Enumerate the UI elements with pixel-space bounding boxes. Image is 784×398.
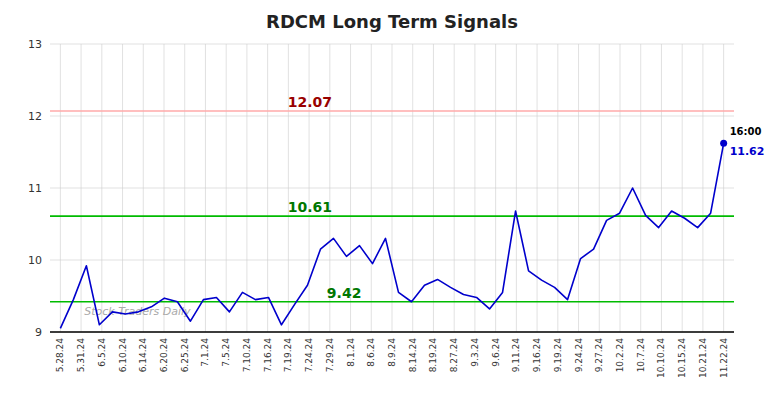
x-grid-line [557, 44, 558, 332]
x-grid-line [184, 44, 185, 332]
x-tick-label: 7.5.24 [221, 338, 231, 367]
x-grid-line [143, 44, 144, 332]
level-label: 9.42 [327, 285, 362, 301]
x-tick-label: 7.29.24 [325, 338, 335, 373]
x-axis-line [50, 331, 734, 333]
x-tick-label: 7.10.24 [242, 338, 252, 373]
x-grid-line [537, 44, 538, 332]
x-tick-label: 10.2.24 [615, 338, 625, 373]
x-tick-label: 10.15.24 [677, 338, 687, 378]
price-line [60, 143, 723, 328]
x-grid-line [60, 44, 61, 332]
x-grid-line [661, 44, 662, 332]
x-tick-label: 8.14.24 [408, 338, 418, 373]
x-grid-line [392, 44, 393, 332]
chart: RDCM Long Term Signals 9 10 11 12 13 5.28.24 5.… [0, 0, 784, 398]
x-grid-line [474, 44, 475, 332]
level-label: 10.61 [288, 199, 332, 215]
y-grid-line [50, 332, 734, 333]
x-grid-line [164, 44, 165, 332]
x-grid-line [81, 44, 82, 332]
level-line [50, 110, 734, 112]
x-tick-label: 9.6.24 [491, 338, 501, 367]
x-grid-line [267, 44, 268, 332]
x-tick-label: 11.22.24 [719, 338, 729, 378]
x-grid-line [288, 44, 289, 332]
x-tick-label: 6.20.24 [159, 338, 169, 373]
x-tick-label: 9.24.24 [574, 338, 584, 373]
x-grid-line [433, 44, 434, 332]
y-tick-label: 12 [28, 110, 42, 123]
level-label: 12.07 [288, 94, 332, 110]
x-tick-label: 7.24.24 [304, 338, 314, 373]
x-tick-label: 5.31.24 [76, 338, 86, 373]
x-grid-line [101, 44, 102, 332]
x-grid-line [702, 44, 703, 332]
x-grid-line [495, 44, 496, 332]
plot-area [50, 111, 734, 328]
x-grid-line [578, 44, 579, 332]
x-grid-line [412, 44, 413, 332]
x-tick-label: 9.16.24 [532, 338, 542, 373]
level-line [50, 215, 734, 217]
x-grid-line [226, 44, 227, 332]
x-grid-line [640, 44, 641, 332]
x-tick-label: 10.7.24 [636, 338, 646, 373]
x-tick-label: 5.28.24 [55, 338, 65, 373]
x-tick-label: 7.1.24 [200, 338, 210, 367]
x-tick-label: 6.25.24 [180, 338, 190, 373]
last-price-label: 11.62 [730, 145, 765, 158]
y-tick-label: 9 [35, 326, 42, 339]
x-grid-line [516, 44, 517, 332]
x-tick-label: 8.6.24 [366, 338, 376, 367]
x-tick-label: 8.9.24 [387, 338, 397, 367]
x-tick-label: 8.1.24 [346, 338, 356, 367]
x-grid-line [723, 44, 724, 332]
x-tick-label: 6.5.24 [97, 338, 107, 367]
x-grid-line [371, 44, 372, 332]
x-grid-line [309, 44, 310, 332]
x-grid-line [682, 44, 683, 332]
x-grid-line [122, 44, 123, 332]
x-tick-label: 8.27.24 [449, 338, 459, 373]
x-tick-label: 9.19.24 [553, 338, 563, 373]
level-line [50, 301, 734, 303]
x-grid-line [205, 44, 206, 332]
title: RDCM Long Term Signals [266, 11, 518, 32]
x-tick-label: 10.10.24 [656, 338, 666, 378]
last-time-label: 16:00 [730, 126, 762, 137]
grid [50, 44, 734, 332]
x-tick-label: 7.19.24 [283, 338, 293, 373]
y-tick-label: 10 [28, 254, 42, 267]
x-grid-line [599, 44, 600, 332]
last-point [720, 140, 727, 147]
y-tick-label: 13 [28, 38, 42, 51]
x-tick-label: 9.3.24 [470, 338, 480, 367]
x-grid-line [620, 44, 621, 332]
x-tick-label: 9.27.24 [594, 338, 604, 373]
x-tick-label: 7.16.24 [263, 338, 273, 373]
x-tick-label: 9.11.24 [511, 338, 521, 373]
x-tick-label: 8.19.24 [428, 338, 438, 373]
x-tick-label: 6.10.24 [118, 338, 128, 373]
x-tick-label: 6.14.24 [138, 338, 148, 373]
y-tick-label: 11 [28, 182, 42, 195]
x-tick-label: 10.21.24 [698, 338, 708, 378]
x-grid-line [246, 44, 247, 332]
